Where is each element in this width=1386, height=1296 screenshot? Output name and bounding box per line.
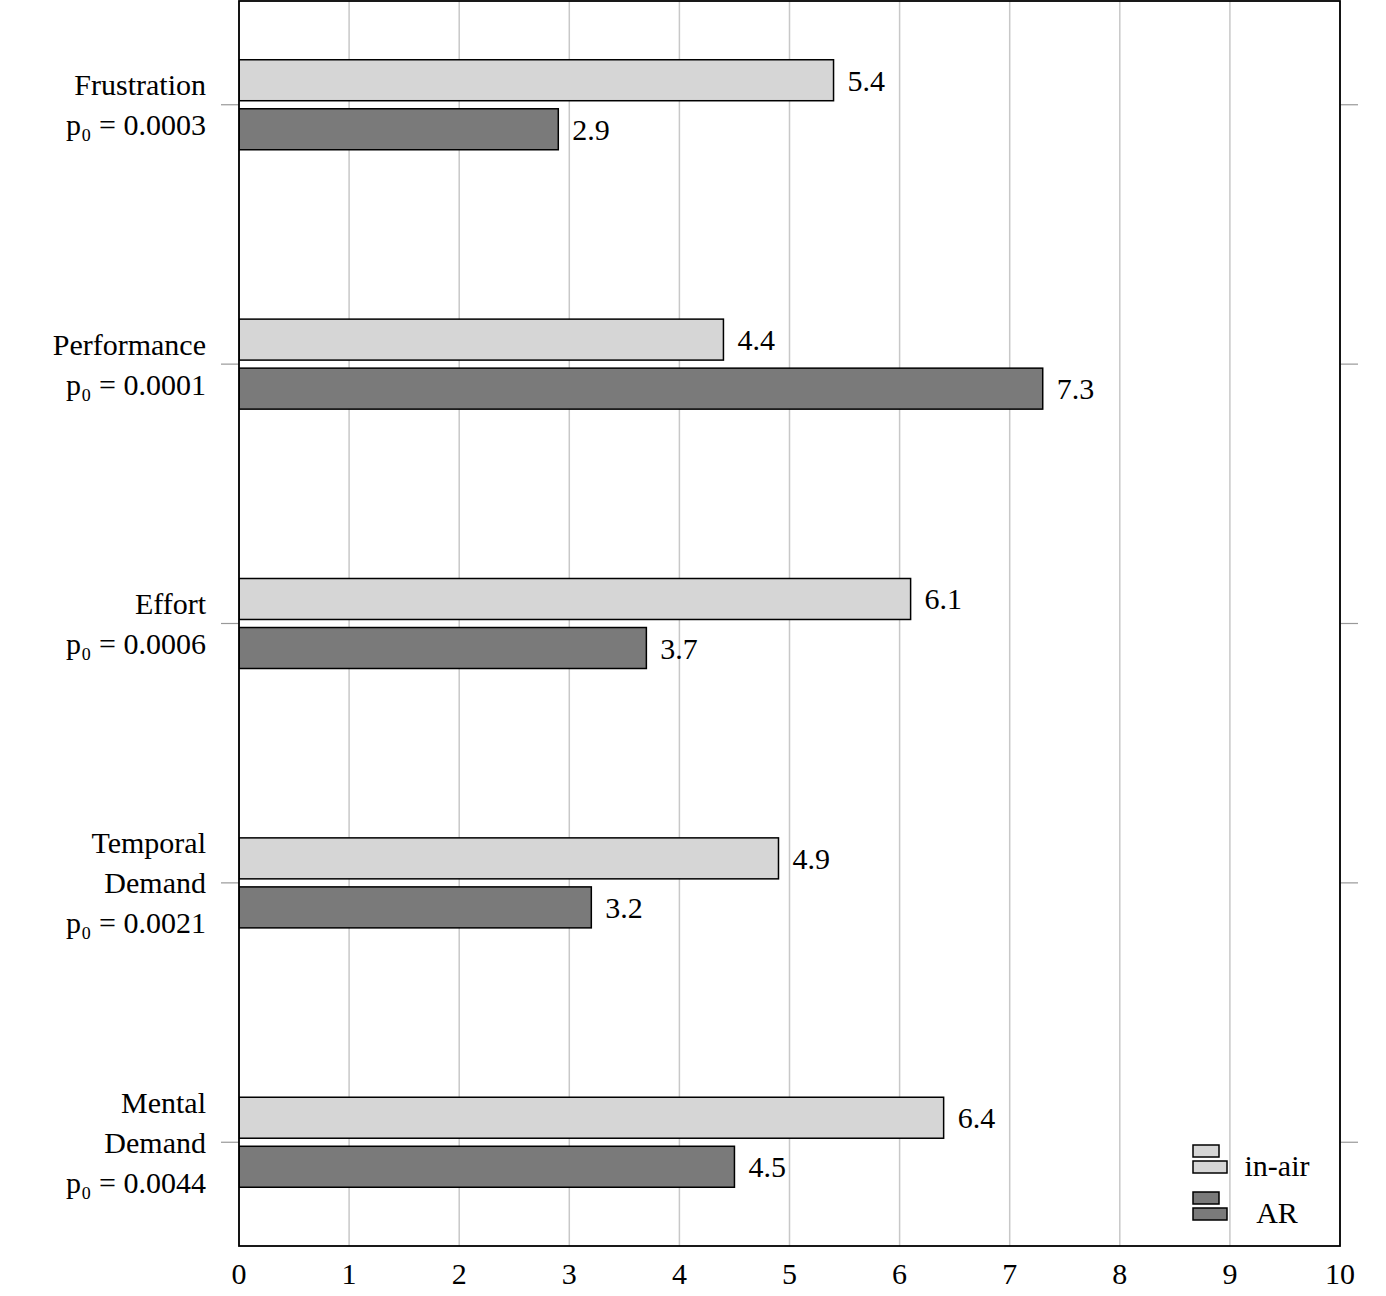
tick-label: 10 (1325, 1257, 1355, 1290)
grid-line (679, 1, 681, 1246)
category-label: Performancep₀ = 0.0001 (53, 328, 206, 401)
category-label: Effortp₀ = 0.0006 (66, 587, 207, 660)
category-label: TemporalDemandp₀ = 0.0021 (66, 826, 206, 939)
grid-line (899, 1, 901, 1246)
bar (239, 578, 911, 619)
tick-mark (1340, 623, 1358, 624)
legend-key (1193, 1145, 1219, 1157)
legend-label: in-air (1245, 1149, 1310, 1182)
bar (239, 368, 1043, 409)
grid-line (1229, 1, 1231, 1246)
data-label: 6.1 (925, 582, 963, 615)
legend-label: AR (1256, 1196, 1298, 1229)
tick-mark (1340, 364, 1358, 365)
legend-key (1193, 1192, 1219, 1204)
legend-key (1193, 1208, 1227, 1220)
bar (239, 319, 723, 360)
tick-label: 2 (452, 1257, 467, 1290)
bar (239, 109, 558, 150)
tick-mark (221, 104, 239, 105)
data-label: 3.7 (660, 632, 698, 665)
data-label: 5.4 (848, 64, 886, 97)
grid-line (348, 1, 350, 1246)
tick-label: 1 (342, 1257, 357, 1290)
plot-frame (239, 1, 1340, 1246)
data-label: 4.5 (748, 1150, 786, 1183)
grid-line (569, 1, 571, 1246)
tick-mark (221, 882, 239, 883)
tick-mark (1340, 882, 1358, 883)
data-label: 2.9 (572, 113, 610, 146)
grid-line (1009, 1, 1011, 1246)
tick-mark (1340, 1142, 1358, 1143)
legend: in-air AR (1193, 1145, 1309, 1229)
tick-mark (221, 1142, 239, 1143)
tick-label: 5 (782, 1257, 797, 1290)
grid-line (458, 1, 460, 1246)
category-label: Frustrationp₀ = 0.0003 (66, 68, 206, 141)
legend-key (1193, 1161, 1227, 1173)
grid-line (1119, 1, 1121, 1246)
bar (239, 1146, 734, 1187)
tick-mark (221, 623, 239, 624)
data-label: 7.3 (1057, 372, 1095, 405)
tick-label: 9 (1222, 1257, 1237, 1290)
tick-mark (221, 364, 239, 365)
chart: 0 1 2 3 4 5 6 7 8 9 10 Frustrationp₀ = 0.0003 Perfor… (0, 0, 1386, 1296)
bar (239, 60, 834, 101)
tick-label: 7 (1002, 1257, 1017, 1290)
data-label: 4.4 (737, 323, 775, 356)
tick-label: 6 (892, 1257, 907, 1290)
category-label: MentalDemandp₀ = 0.0044 (66, 1086, 206, 1199)
bar (239, 887, 591, 928)
tick-label: 0 (232, 1257, 247, 1290)
bar (239, 628, 646, 669)
tick-label: 3 (562, 1257, 577, 1290)
data-label: 6.4 (958, 1101, 996, 1134)
data-label: 3.2 (605, 891, 643, 924)
tick-label: 8 (1112, 1257, 1127, 1290)
tick-mark (1340, 104, 1358, 105)
data-labels: 5.4 4.4 6.1 4.9 6.4 2.9 7.3 3.7 3.2 4.5 (572, 64, 1094, 1184)
grid-line (789, 1, 791, 1246)
bar (239, 838, 778, 879)
data-label: 4.9 (792, 842, 830, 875)
tick-label: 4 (672, 1257, 687, 1290)
bars (239, 60, 1043, 1188)
bar (239, 1097, 944, 1138)
